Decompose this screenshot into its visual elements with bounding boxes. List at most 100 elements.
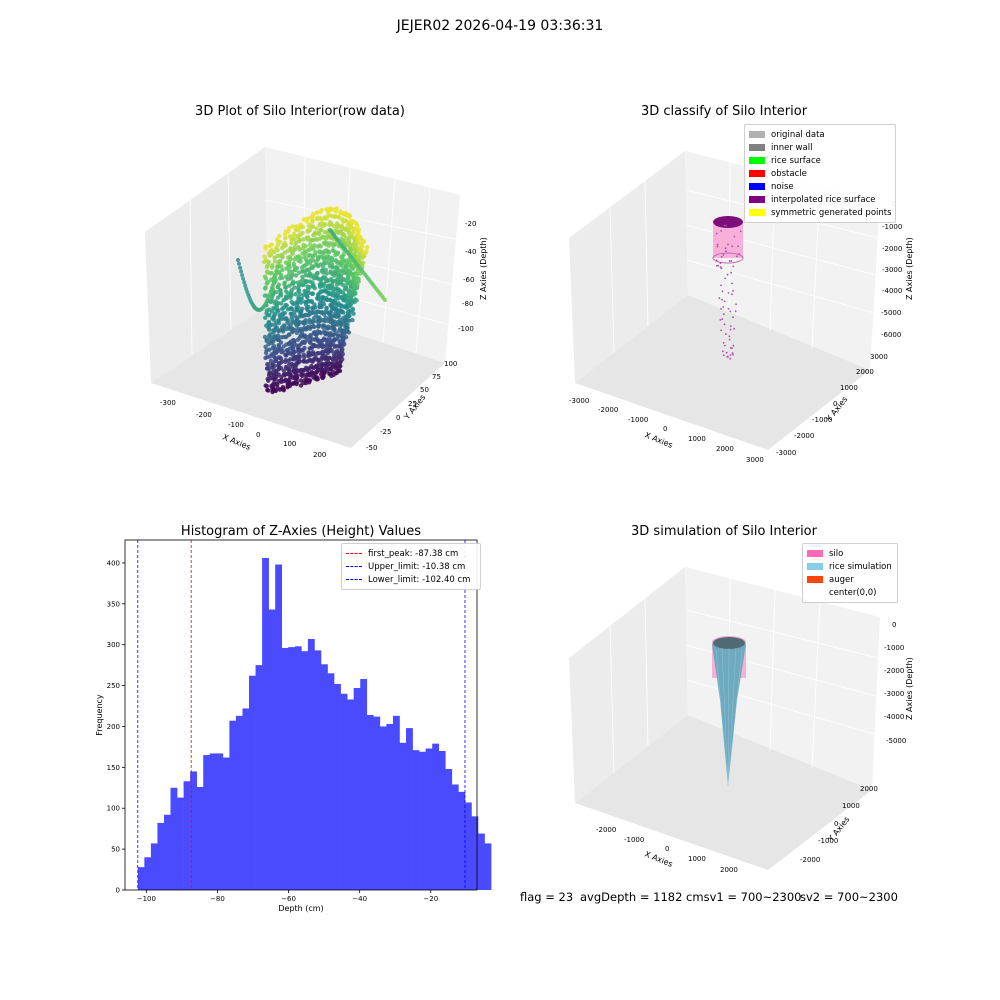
p4-ytick: -1000 — [818, 837, 838, 845]
p1-point — [270, 263, 275, 268]
p1-point — [263, 244, 268, 249]
p1-point — [338, 321, 343, 327]
hist-ytick-label: 100 — [107, 805, 120, 813]
p1-point — [337, 368, 343, 374]
p2-point — [721, 290, 724, 293]
hist-bar — [268, 609, 276, 890]
p1-ytick: 25 — [408, 400, 417, 408]
hist-bar — [209, 753, 217, 890]
p2-point — [729, 328, 732, 331]
p1-point — [329, 365, 334, 370]
p4-rice-cone — [712, 644, 746, 786]
p2-legend-item: interpolated rice surface — [749, 193, 891, 206]
p2-xtick: -1000 — [628, 416, 648, 424]
p1-pane-left — [145, 147, 268, 383]
p1-point — [264, 338, 269, 344]
p2-pane-left — [569, 151, 688, 383]
p1-point — [285, 318, 291, 323]
p1-point — [242, 280, 247, 285]
p1-ytick: 0 — [396, 414, 400, 422]
p1-point — [268, 252, 274, 258]
dashed-line-icon — [346, 553, 362, 554]
p1-point — [360, 244, 365, 249]
p1-point — [293, 240, 299, 246]
p1-point — [313, 250, 318, 255]
p1-point — [332, 337, 338, 342]
p1-point — [309, 371, 315, 376]
panel4-title: 3D simulation of Silo Interior — [631, 524, 817, 539]
p1-point — [239, 269, 244, 274]
footer-flag: flag = 23 — [520, 890, 574, 904]
hist-bar — [327, 673, 335, 890]
p1-point — [327, 332, 332, 337]
p1-point — [305, 366, 310, 371]
p4-xtick: 1000 — [688, 855, 706, 863]
p2-point — [729, 354, 732, 356]
p1-point — [294, 381, 299, 387]
panel1-title: 3D Plot of Silo Interior(row data) — [195, 104, 405, 119]
p1-point — [277, 259, 283, 264]
p1-point — [322, 371, 327, 376]
p2-point — [725, 351, 728, 354]
p1-point — [341, 340, 346, 346]
p1-point — [349, 271, 354, 276]
p2-point — [721, 318, 724, 320]
p1-point — [347, 214, 352, 219]
p4-legend: silo rice simulation auger center(0,0) — [802, 543, 898, 603]
hist-xtick-label: −100 — [137, 895, 156, 903]
p1-point — [314, 210, 320, 215]
swatch-icon — [749, 170, 765, 177]
p2-point — [727, 307, 730, 310]
p1-point — [307, 326, 313, 331]
p1-point — [315, 309, 321, 314]
p1-point — [307, 378, 313, 383]
p1-point — [271, 249, 277, 255]
p2-point — [723, 344, 726, 347]
p1-point — [335, 251, 340, 257]
p1-point — [339, 263, 344, 268]
p1-point — [263, 276, 269, 281]
p2-point — [722, 254, 725, 256]
swatch-icon — [749, 209, 765, 216]
p1-point — [276, 329, 281, 334]
p2-point — [722, 306, 725, 308]
p1-point — [300, 274, 305, 279]
p1-point — [268, 375, 273, 381]
p1-point — [305, 235, 311, 240]
swatch-icon — [749, 131, 765, 138]
p2-xtick: 2000 — [716, 445, 734, 453]
p1-point — [315, 375, 320, 380]
p1-point — [284, 295, 290, 300]
p1-point — [291, 337, 296, 343]
p1-point — [286, 381, 292, 387]
p1-point — [295, 373, 300, 378]
footer-avg-depth: avgDepth = 1182 cmsv1 = 700~2300 — [580, 890, 802, 904]
p1-point — [347, 304, 352, 309]
p2-point — [720, 230, 722, 232]
p1-point — [243, 283, 248, 288]
p2-point — [731, 293, 733, 296]
p1-point — [307, 260, 313, 266]
p2-ztick: -5000 — [881, 309, 901, 317]
p1-point — [332, 242, 337, 247]
p2-point — [734, 310, 737, 313]
p1-point — [320, 298, 326, 304]
p1-point — [319, 362, 325, 367]
p1-point — [287, 370, 292, 375]
p1-point — [315, 270, 320, 276]
hist-ytick-label: 200 — [107, 723, 120, 731]
p1-point — [334, 206, 339, 211]
p1-point — [336, 214, 341, 219]
p2-point — [726, 273, 729, 276]
p4-ytick: 1000 — [842, 802, 860, 810]
p1-point — [280, 267, 285, 273]
p2-point — [717, 264, 719, 267]
p1-xtick: 100 — [283, 440, 296, 448]
p1-point — [297, 320, 302, 325]
p1-point — [263, 285, 268, 290]
p2-ztick: -3000 — [882, 266, 902, 274]
p1-point — [311, 247, 316, 252]
p1-point — [305, 267, 310, 272]
hist-ytick-label: 250 — [107, 682, 120, 690]
